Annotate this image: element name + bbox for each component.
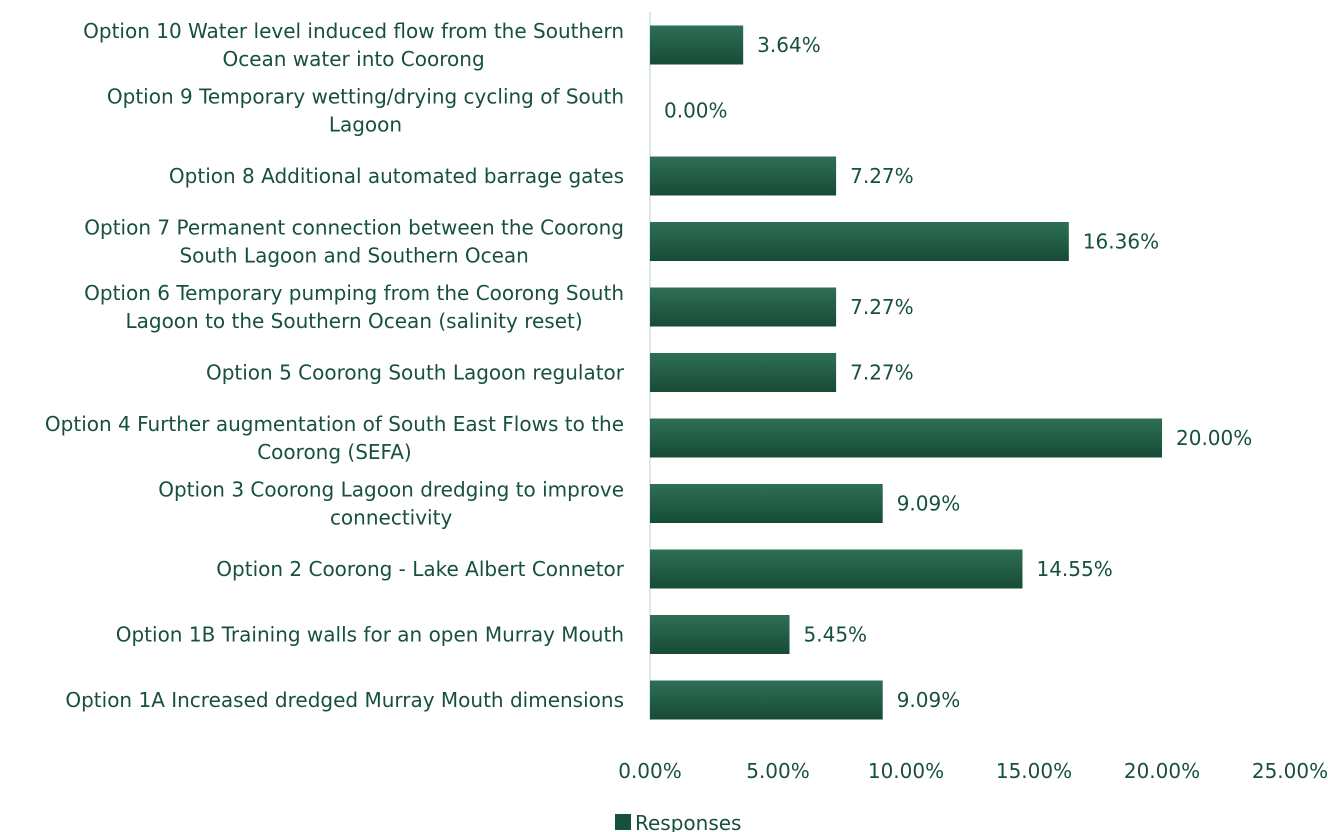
bar-9 [650, 549, 1023, 589]
category-label-line: Lagoon to the Southern Ocean (salinity r… [125, 309, 582, 333]
category-label-line: Option 2 Coorong - Lake Albert Connetor [216, 557, 624, 581]
category-label-line: Option 7 Permanent connection between th… [84, 216, 624, 240]
data-label-6: 7.27% [850, 361, 914, 385]
category-label-line: Lagoon [329, 113, 402, 137]
category-label-4: Option 7 Permanent connection between th… [84, 216, 624, 268]
category-label-9: Option 2 Coorong - Lake Albert Connetor [216, 557, 624, 581]
category-label-line: Ocean water into Coorong [222, 47, 484, 71]
ticks-layer: 0.00% 5.00% 10.00% 15.00% 20.00% 25.00% [618, 759, 1328, 783]
bar-4 [650, 222, 1069, 261]
category-label-11: Option 1A Increased dredged Murray Mouth… [65, 688, 624, 712]
category-label-line: Option 4 Further augmentation of South E… [45, 412, 624, 436]
category-label-3: Option 8 Additional automated barrage ga… [169, 164, 624, 188]
category-label-line: Option 10 Water level induced flow from … [83, 19, 624, 43]
category-label-10: Option 1B Training walls for an open Mur… [116, 623, 624, 647]
x-tick-label-2: 5.00% [746, 759, 810, 783]
category-label-line: Option 9 Temporary wetting/drying cyclin… [107, 85, 624, 109]
data-label-5: 7.27% [850, 295, 914, 319]
category-label-line: Option 6 Temporary pumping from the Coor… [84, 281, 624, 305]
category-label-line: Option 3 Coorong Lagoon dredging to impr… [158, 478, 624, 502]
data-label-8: 9.09% [897, 492, 961, 516]
category-label-5: Option 6 Temporary pumping from the Coor… [84, 281, 624, 333]
data-label-11: 9.09% [897, 688, 961, 712]
category-label-line: Coorong (SEFA) [257, 440, 411, 464]
category-label-line: connectivity [330, 506, 453, 530]
bar-7 [650, 418, 1162, 458]
data-label-3: 7.27% [850, 164, 914, 188]
x-tick-label-3: 10.00% [868, 759, 944, 783]
x-tick-label-1: 0.00% [618, 759, 682, 783]
category-label-line: South Lagoon and Southern Ocean [179, 244, 528, 268]
legend-swatch [615, 814, 631, 830]
category-label-line: Option 1B Training walls for an open Mur… [116, 623, 624, 647]
legend: Responses [615, 811, 741, 832]
bar-1 [650, 25, 744, 65]
bars-layer [650, 25, 1162, 720]
bar-10 [650, 615, 790, 654]
category-label-line: Option 5 Coorong South Lagoon regulator [206, 361, 625, 385]
legend-label-responses: Responses [635, 811, 741, 832]
x-tick-label-4: 15.00% [996, 759, 1072, 783]
category-label-7: Option 4 Further augmentation of South E… [45, 412, 624, 464]
data-label-7: 20.00% [1176, 426, 1252, 450]
category-label-line: Option 1A Increased dredged Murray Mouth… [65, 688, 624, 712]
bar-6 [650, 353, 837, 392]
data-label-4: 16.36% [1083, 230, 1159, 254]
category-label-6: Option 5 Coorong South Lagoon regulator [206, 361, 625, 385]
x-tick-label-6: 25.00% [1252, 759, 1328, 783]
bar-11 [650, 680, 883, 720]
x-tick-label-5: 20.00% [1124, 759, 1200, 783]
data-label-1: 3.64% [757, 33, 821, 57]
category-label-1: Option 10 Water level induced flow from … [83, 19, 624, 71]
labels-layer: 3.64% Option 10 Water level induced flow … [45, 19, 1252, 712]
category-label-line: Option 8 Additional automated barrage ga… [169, 164, 624, 188]
bar-8 [650, 484, 883, 523]
category-label-2: Option 9 Temporary wetting/drying cyclin… [107, 85, 624, 137]
data-label-2: 0.00% [664, 99, 728, 123]
data-label-9: 14.55% [1036, 557, 1112, 581]
bar-3 [650, 156, 837, 196]
data-label-10: 5.45% [804, 623, 868, 647]
bar-5 [650, 287, 837, 327]
category-label-8: Option 3 Coorong Lagoon dredging to impr… [158, 478, 624, 530]
